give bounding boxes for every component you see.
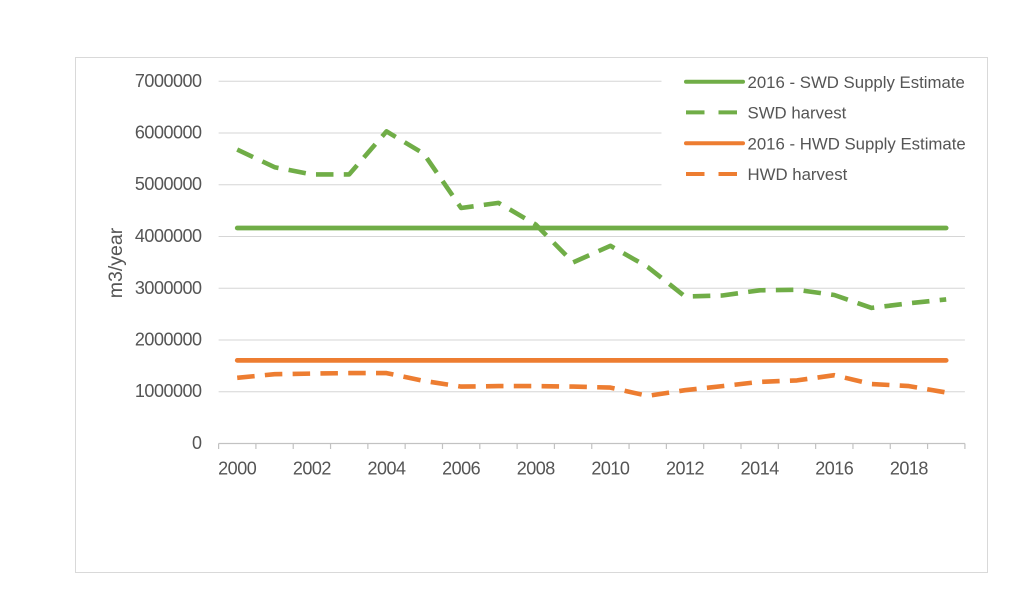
svg-text:2008: 2008 xyxy=(517,459,556,479)
svg-text:2018: 2018 xyxy=(890,459,929,479)
svg-text:2010: 2010 xyxy=(591,459,630,479)
svg-text:2006: 2006 xyxy=(442,459,481,479)
svg-text:2004: 2004 xyxy=(367,459,406,479)
svg-text:1000000: 1000000 xyxy=(135,381,202,401)
svg-text:0: 0 xyxy=(192,433,202,453)
svg-text:2012: 2012 xyxy=(666,459,705,479)
svg-text:2002: 2002 xyxy=(293,459,332,479)
svg-text:m3/year: m3/year xyxy=(105,227,127,298)
svg-text:HWD harvest: HWD harvest xyxy=(748,165,848,184)
svg-text:2016: 2016 xyxy=(815,459,854,479)
svg-text:2000: 2000 xyxy=(218,459,257,479)
svg-text:2000000: 2000000 xyxy=(135,330,202,350)
svg-text:6000000: 6000000 xyxy=(135,123,202,143)
svg-text:3000000: 3000000 xyxy=(135,278,202,298)
svg-text:2014: 2014 xyxy=(741,459,780,479)
svg-text:7000000: 7000000 xyxy=(135,71,202,91)
svg-text:2016 - SWD Supply Estimate: 2016 - SWD Supply Estimate xyxy=(748,73,965,92)
svg-text:4000000: 4000000 xyxy=(135,226,202,246)
svg-text:5000000: 5000000 xyxy=(135,174,202,194)
svg-text:2016 - HWD Supply Estimate: 2016 - HWD Supply Estimate xyxy=(748,134,966,153)
svg-text:SWD harvest: SWD harvest xyxy=(748,104,847,123)
